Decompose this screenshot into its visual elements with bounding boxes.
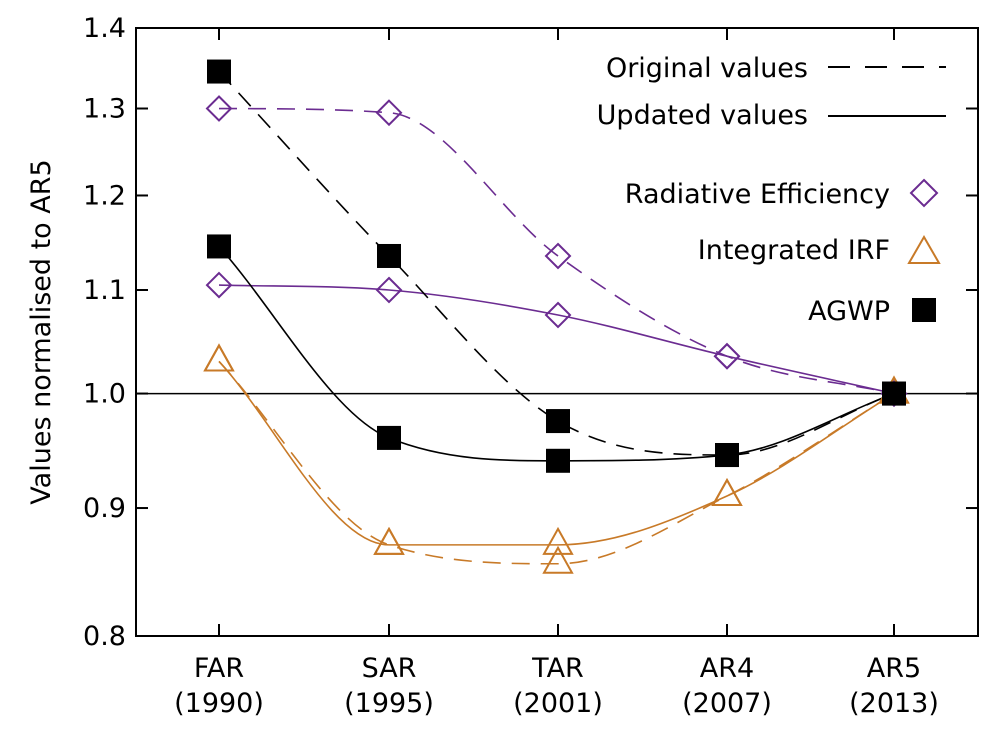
agwp-updated-point [546, 448, 570, 473]
legend-original-label: Original values [606, 53, 808, 84]
radiative-efficiency-updated-line [218, 284, 895, 395]
radiative-efficiency-original-point [375, 99, 403, 127]
legend: Original values Updated values Radiative… [597, 53, 946, 327]
legend-integrated-irf-label: Integrated IRF [698, 235, 890, 266]
y-axis: 0.8 0.9 1.0 1.1 1.2 1.3 1.4 [83, 13, 978, 652]
radiative-efficiency-updated-point [205, 271, 233, 299]
legend-diamond-marker [909, 178, 939, 208]
y-tick-label: 1.3 [83, 94, 126, 125]
y-axis-label: Values normalised to AR5 [26, 159, 57, 504]
x-category-label: SAR [362, 653, 417, 684]
radiative-efficiency-updated-point [713, 342, 741, 370]
y-tick-label: 1.0 [83, 379, 126, 410]
legend-agwp-label: AGWP [808, 296, 890, 327]
radiative-efficiency-original-line [218, 107, 895, 395]
x-category-label: AR5 [867, 653, 921, 684]
legend-radiative-efficiency-label: Radiative Efficiency [625, 179, 890, 210]
y-tick-label: 1.1 [83, 275, 126, 306]
agwp-updated-point [882, 381, 906, 406]
legend-updated-label: Updated values [597, 100, 808, 131]
radiative-efficiency-original-point [205, 95, 233, 122]
agwp-original-point [546, 409, 570, 434]
integrated-irf-original-point [203, 343, 235, 372]
radiative-efficiency-updated-point [544, 301, 572, 329]
agwp-updated-point [377, 425, 401, 450]
x-category-year: (1995) [344, 688, 434, 719]
integrated-irf-updated-point [203, 343, 235, 372]
integrated-irf-original-point [542, 545, 574, 574]
y-tick-label: 1.2 [83, 180, 126, 211]
integrated-irf-original-line [218, 360, 895, 565]
series-lines [218, 71, 895, 565]
legend-square-marker [912, 298, 936, 322]
legend-triangle-marker [907, 234, 941, 264]
x-category-year: (2007) [682, 688, 772, 719]
x-category-label: AR4 [700, 653, 754, 684]
x-category-label: TAR [531, 653, 584, 684]
integrated-irf-updated-point [711, 477, 743, 507]
radiative-efficiency-original-point [544, 242, 572, 270]
x-category-label: FAR [194, 653, 244, 684]
y-tick-label: 0.9 [83, 493, 126, 524]
agwp-updated-point [207, 234, 231, 259]
integrated-irf-updated-point [542, 526, 574, 555]
x-category-year: (2001) [513, 688, 603, 719]
agwp-updated-point [715, 443, 739, 468]
x-axis: FAR (1990) SAR (1995) TAR (2001) AR4 (2007) AR5 (… [174, 28, 939, 719]
integrated-irf-updated-point [373, 526, 405, 555]
agwp-original-point [207, 59, 231, 84]
radiative-efficiency-updated-point [375, 276, 403, 304]
y-tick-label: 1.4 [83, 13, 126, 44]
x-category-year: (1990) [174, 688, 264, 719]
integrated-irf-updated-line [218, 360, 895, 546]
series-markers [203, 59, 910, 574]
agwp-original-point [377, 243, 401, 268]
y-tick-label: 0.8 [83, 621, 126, 652]
x-category-year: (2013) [849, 688, 939, 719]
